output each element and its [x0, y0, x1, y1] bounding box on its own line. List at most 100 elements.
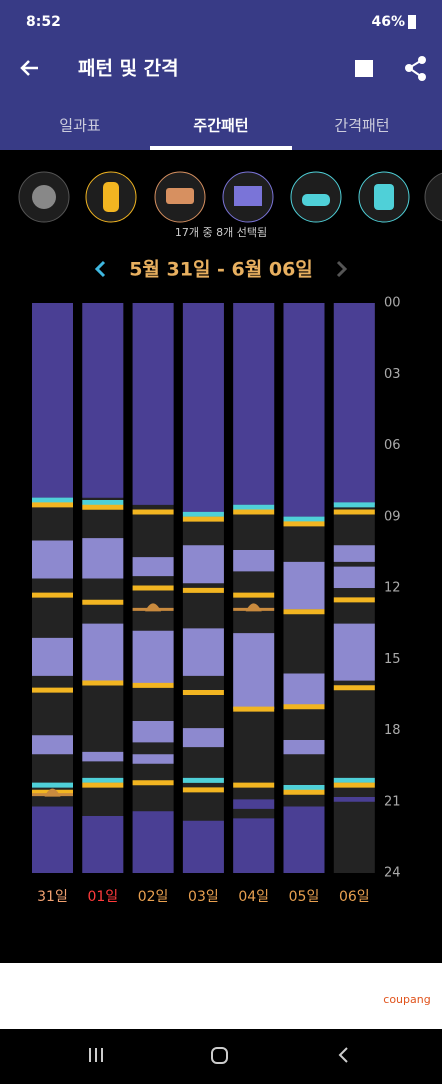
bath-mark: [82, 777, 124, 783]
ad-brand: coupang: [383, 993, 430, 1006]
poop-icon: [145, 603, 162, 612]
date-range: 5월 31일 - 6월 06일: [129, 259, 313, 281]
sleep-block: [333, 303, 375, 505]
feed-mark: [182, 690, 224, 695]
sleep-block: [32, 806, 73, 873]
feed-mark: [32, 502, 73, 508]
bath-mark: [82, 500, 124, 505]
feed-mark: [32, 592, 73, 598]
image-button[interactable]: [355, 60, 373, 77]
sleep-block: [132, 811, 174, 873]
sleep-block: [233, 303, 275, 505]
y-tick-label: 21: [384, 794, 401, 809]
nap-block: [283, 673, 325, 707]
bath-mark: [182, 777, 224, 783]
nap-block: [82, 538, 124, 579]
ad-banner[interactable]: [0, 963, 442, 1029]
prev-week[interactable]: [94, 260, 106, 278]
day-label: 03일: [188, 889, 219, 905]
y-tick-label: 12: [384, 581, 401, 596]
battery-icon: [408, 15, 416, 29]
selection-note: 17개 중 8개 선택됨: [175, 226, 267, 239]
bath-mark: [32, 782, 73, 788]
bath-mark: [333, 777, 375, 783]
feed-mark: [283, 609, 325, 615]
feed-mark: [132, 682, 174, 688]
nap-block: [132, 630, 174, 683]
clock: 8:52: [26, 14, 61, 30]
feed-mark: [182, 516, 224, 522]
y-tick-label: 06: [384, 438, 401, 453]
poop-icon: [44, 788, 61, 797]
sleep-block: [82, 816, 124, 873]
feed-mark: [82, 782, 124, 788]
feed-mark: [132, 585, 174, 591]
feed-mark: [283, 789, 325, 795]
sleep-block: [283, 806, 325, 873]
nap-block: [182, 728, 224, 748]
bath-mark: [182, 511, 224, 517]
sleep-block: [233, 818, 275, 873]
y-tick-label: 18: [384, 723, 401, 738]
feed-mark: [182, 587, 224, 593]
sleep-block: [233, 799, 275, 809]
back-button[interactable]: [20, 60, 38, 76]
filter-icons[interactable]: [18, 171, 442, 223]
chart: 00 03 06 09 12 15 18 21 24 31일 01일 02일 03일 04일 05일 06일: [32, 296, 401, 905]
bath-mark: [283, 785, 325, 790]
nap-block: [333, 545, 375, 562]
y-tick-label: 24: [384, 866, 401, 881]
feed-mark: [333, 597, 375, 603]
y-tick-label: 00: [384, 296, 401, 311]
nap-block: [32, 735, 73, 755]
day-label: 01일: [87, 889, 118, 905]
nap-block: [283, 561, 325, 610]
nap-block: [82, 751, 124, 762]
y-tick-label: 09: [384, 509, 401, 524]
nav-home[interactable]: [211, 1047, 228, 1064]
nap-block: [333, 566, 375, 588]
tab-indicator: [150, 146, 292, 150]
nap-block: [132, 557, 174, 577]
sleep-block: [333, 797, 375, 802]
nap-block: [132, 721, 174, 743]
nav-back[interactable]: [338, 1047, 348, 1063]
feed-mark: [82, 504, 124, 510]
feed-mark: [233, 706, 275, 712]
nap-block: [182, 545, 224, 584]
share-button[interactable]: [405, 56, 426, 81]
feed-mark: [233, 509, 275, 515]
feed-mark: [32, 687, 73, 693]
nap-block: [233, 550, 275, 572]
nap-block: [333, 623, 375, 681]
nav-recent[interactable]: [89, 1048, 103, 1062]
sleep-block: [82, 303, 124, 498]
y-tick-label: 15: [384, 652, 401, 667]
feed-mark: [233, 592, 275, 598]
bath-mark: [233, 504, 275, 510]
nap-block: [32, 637, 73, 676]
feed-mark: [283, 704, 325, 710]
poop-icon: [245, 603, 262, 612]
tab[interactable]: 주간패턴: [193, 117, 248, 135]
feed-mark: [82, 680, 124, 686]
sleep-block: [132, 303, 174, 505]
sleep-block: [32, 303, 73, 498]
feed-mark: [333, 782, 375, 788]
nap-block: [82, 623, 124, 681]
tab[interactable]: 간격패턴: [334, 117, 389, 135]
nap-block: [132, 754, 174, 764]
feed-mark: [182, 787, 224, 793]
next-week[interactable]: [336, 260, 348, 278]
feed-mark: [333, 509, 375, 515]
nap-block: [233, 633, 275, 710]
day-label: 04일: [238, 889, 269, 905]
feed-mark: [233, 782, 275, 788]
feed-mark: [132, 509, 174, 515]
feed-mark: [82, 599, 124, 605]
day-label: 31일: [37, 889, 68, 905]
tab[interactable]: 일과표: [59, 117, 101, 135]
day-label: 02일: [138, 889, 169, 905]
feed-mark: [132, 780, 174, 786]
